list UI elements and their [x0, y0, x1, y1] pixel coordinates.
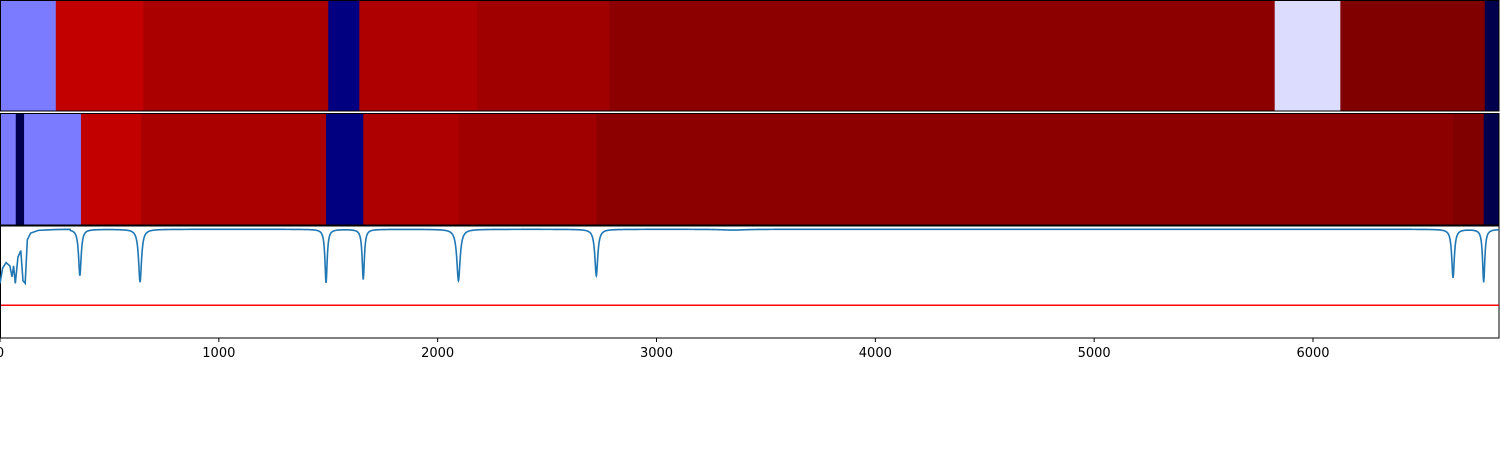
heatmap-cell — [609, 1, 1276, 111]
heatmap-cell — [143, 1, 329, 111]
heatmap-cell — [326, 114, 364, 225]
heatmap-cell — [80, 114, 142, 225]
heatmap-cell — [1274, 1, 1341, 111]
heatmap-cell — [328, 1, 360, 111]
x-tick-label: 2000 — [421, 346, 454, 361]
heatmap-cell — [141, 114, 327, 225]
heatmap-cell — [1340, 1, 1486, 111]
x-tick-label: 6000 — [1296, 346, 1329, 361]
x-axis: 0 1000 2000 3000 4000 5000 6000 — [0, 338, 1330, 361]
heatmap-cell — [477, 1, 610, 111]
signal-panel-frame — [0, 225, 1500, 339]
heatmap-cell — [1483, 114, 1500, 225]
heatmap-cell — [363, 114, 459, 225]
heatmap-cell — [0, 1, 57, 111]
x-tick-label: 3000 — [640, 346, 673, 361]
heatmap-cell — [1484, 1, 1500, 111]
heatmap-cell — [359, 1, 478, 111]
heatmap-cell — [55, 1, 144, 111]
heatmap-cell — [1453, 114, 1485, 225]
heatmap-band-bottom-frame — [0, 113, 1500, 226]
heatmap-cell — [596, 114, 1454, 225]
heatmap-cell — [15, 114, 25, 225]
x-tick-label: 4000 — [859, 346, 892, 361]
x-tick-label: 0 — [0, 346, 4, 361]
heatmap-band-top-frame — [0, 0, 1500, 112]
heatmap-band-bottom — [0, 114, 1500, 225]
x-tick-label: 1000 — [202, 346, 235, 361]
x-tick-label: 5000 — [1078, 346, 1111, 361]
signal-series-line — [0, 228, 1500, 286]
heatmap-band-top — [0, 1, 1500, 111]
heatmap-cell — [0, 114, 17, 225]
heatmap-cell — [24, 114, 82, 225]
heatmap-cell — [458, 114, 597, 225]
